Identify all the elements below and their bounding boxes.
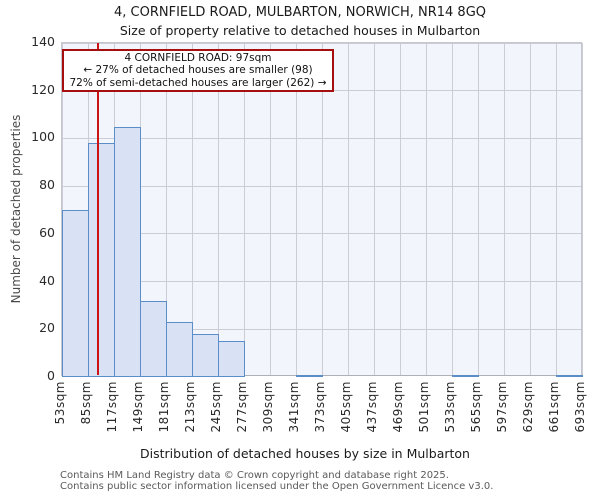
annotation-line-3: 72% of semi-detached houses are larger (… [69, 76, 327, 89]
footer-line-1: Contains HM Land Registry data © Crown c… [60, 470, 449, 481]
horizontal-gridline [62, 185, 581, 187]
vertical-gridline [425, 43, 427, 375]
y-tick-label: 60 [39, 224, 55, 240]
vertical-gridline [243, 43, 245, 375]
x-tick-label: 661sqm [547, 381, 561, 433]
x-tick-label: 53sqm [53, 381, 67, 425]
histogram-bar [166, 322, 193, 377]
x-tick-label: 245sqm [209, 381, 223, 433]
horizontal-gridline [62, 233, 581, 235]
x-tick-label: 597sqm [495, 381, 509, 433]
vertical-gridline [217, 43, 219, 375]
y-tick-label: 140 [31, 34, 55, 49]
histogram-bar [88, 143, 115, 377]
horizontal-gridline [62, 137, 581, 139]
annotation-box: 4 CORNFIELD ROAD: 97sqm ← 27% of detache… [62, 49, 334, 92]
vertical-gridline [451, 43, 453, 375]
x-tick-label: 533sqm [443, 381, 457, 433]
x-tick-label: 565sqm [469, 381, 483, 433]
y-tick-label: 40 [39, 272, 55, 288]
horizontal-gridline [62, 42, 581, 44]
histogram-bar [556, 374, 583, 377]
vertical-gridline [373, 43, 375, 375]
histogram-bar [114, 126, 141, 377]
annotation-line-2: ← 27% of detached houses are smaller (98… [83, 64, 313, 77]
footer-line-2: Contains public sector information licen… [60, 480, 494, 492]
x-tick-label: 469sqm [391, 381, 405, 433]
plot-area [61, 42, 583, 377]
vertical-gridline [165, 43, 167, 375]
histogram-bar [218, 341, 245, 377]
y-tick-label: 20 [39, 320, 55, 336]
y-tick-label: 120 [31, 81, 55, 97]
vertical-gridline [321, 43, 323, 375]
x-tick-label: 501sqm [417, 381, 431, 433]
histogram-bar [192, 334, 219, 377]
x-tick-label: 181sqm [157, 381, 171, 433]
x-tick-label: 309sqm [261, 381, 275, 433]
vertical-gridline [347, 43, 349, 375]
vertical-gridline [581, 43, 583, 375]
x-tick-label: 149sqm [131, 381, 145, 433]
vertical-gridline [555, 43, 557, 375]
histogram-bar [62, 210, 89, 377]
histogram-bar [296, 374, 323, 377]
vertical-gridline [269, 43, 271, 375]
footer-attribution: Contains HM Land Registry data © Crown c… [60, 470, 494, 492]
x-tick-label: 117sqm [105, 381, 119, 433]
x-tick-label: 341sqm [287, 381, 301, 433]
x-tick-label: 437sqm [365, 381, 379, 433]
x-tick-label: 277sqm [235, 381, 249, 433]
property-size-marker-line [96, 43, 99, 375]
vertical-gridline [529, 43, 531, 375]
y-tick-label: 100 [31, 129, 55, 145]
x-axis-label: Distribution of detached houses by size … [140, 446, 470, 461]
x-tick-label: 693sqm [573, 381, 587, 433]
x-tick-label: 405sqm [339, 381, 353, 433]
x-tick-label: 213sqm [183, 381, 197, 433]
horizontal-gridline [62, 281, 581, 283]
y-tick-label: 0 [47, 368, 55, 383]
chart-subtitle: Size of property relative to detached ho… [119, 23, 481, 38]
x-tick-label: 373sqm [313, 381, 327, 433]
chart-title: 4, CORNFIELD ROAD, MULBARTON, NORWICH, N… [113, 5, 487, 20]
vertical-gridline [503, 43, 505, 375]
histogram-bar [140, 300, 167, 377]
x-tick-label: 629sqm [521, 381, 535, 433]
horizontal-gridline [62, 328, 581, 330]
annotation-line-1: 4 CORNFIELD ROAD: 97sqm [124, 52, 272, 64]
y-tick-label: 80 [39, 177, 55, 193]
histogram-bar [452, 374, 479, 377]
vertical-gridline [295, 43, 297, 375]
x-tick-label: 85sqm [79, 381, 93, 425]
vertical-gridline [477, 43, 479, 375]
vertical-gridline [399, 43, 401, 375]
vertical-gridline [191, 43, 193, 375]
vertical-gridline [61, 43, 63, 375]
